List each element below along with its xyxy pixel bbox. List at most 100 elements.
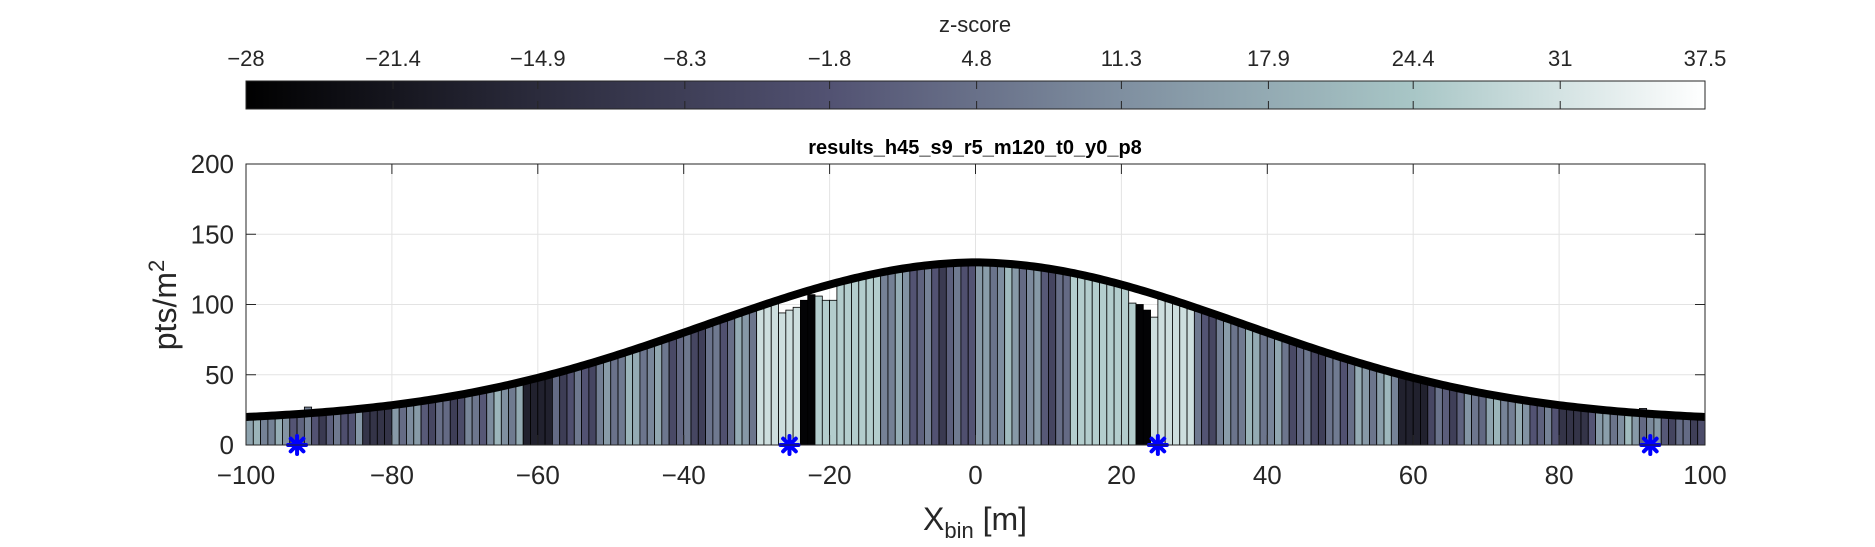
bar [639, 348, 648, 445]
bar [1157, 298, 1166, 445]
bar [522, 382, 531, 445]
bar [931, 266, 940, 445]
bar [1317, 353, 1327, 445]
bar [1602, 412, 1611, 445]
bar [1048, 271, 1057, 445]
bar [1449, 389, 1458, 445]
bar [683, 333, 692, 445]
bar [1551, 407, 1560, 445]
colorbar-tick-label: 24.4 [1392, 46, 1435, 71]
bar [464, 395, 473, 445]
bar [1485, 396, 1494, 445]
y-axis-title: pts/m2 [144, 260, 183, 350]
bar [705, 326, 714, 445]
bar [1077, 277, 1086, 445]
bar [246, 419, 254, 445]
bar [668, 338, 677, 445]
bar [1062, 274, 1071, 445]
bar [938, 266, 947, 445]
bar [632, 351, 641, 445]
bar [267, 418, 276, 445]
bar [1135, 304, 1144, 445]
bar [1697, 419, 1705, 445]
bar [1186, 308, 1195, 445]
bar [756, 308, 765, 445]
y-tick-label: 50 [205, 360, 234, 390]
bar [420, 403, 429, 445]
x-axis-title-unit: [m] [974, 501, 1027, 537]
bar [1617, 414, 1626, 445]
bar [1595, 412, 1604, 445]
bar [1405, 379, 1414, 445]
bar [1040, 270, 1049, 445]
colorbar-tick-label: −14.9 [510, 46, 566, 71]
bar [778, 312, 787, 445]
y-tick-label: 200 [191, 149, 234, 179]
bar [1033, 269, 1042, 445]
bar [843, 282, 852, 445]
x-axis-title-subscript: bin [944, 518, 973, 543]
bar [1230, 323, 1239, 445]
bar [1347, 362, 1356, 445]
bar [325, 414, 334, 445]
bar [1179, 305, 1188, 445]
bar [1121, 288, 1130, 445]
bar [603, 360, 612, 445]
bar [1099, 282, 1108, 445]
x-tick-label: 60 [1399, 460, 1428, 490]
bar [1193, 310, 1203, 445]
bar [1609, 413, 1618, 445]
bar [1237, 326, 1246, 445]
bar [1026, 268, 1035, 445]
bar [435, 400, 444, 445]
bar [573, 369, 582, 445]
bar [858, 278, 867, 445]
bar [1682, 418, 1691, 445]
bar [960, 265, 969, 445]
bar [807, 294, 816, 445]
bar [748, 310, 758, 445]
bar [1361, 367, 1370, 445]
bar [362, 410, 371, 445]
bar [471, 394, 480, 445]
bar [1456, 391, 1465, 445]
colorbar-label: z-score [939, 12, 1011, 37]
bar [1164, 301, 1173, 445]
x-tick-label: −60 [516, 460, 560, 490]
bar [1091, 280, 1100, 445]
bar [1376, 371, 1385, 445]
bar [909, 269, 918, 445]
x-tick-label: 20 [1107, 460, 1136, 490]
bar [427, 401, 437, 445]
colorbar-ticks [245, 81, 1706, 109]
bar [406, 405, 415, 445]
bar [1332, 358, 1341, 445]
bar [398, 406, 407, 445]
bar [727, 318, 736, 445]
bar [355, 411, 364, 445]
bar [442, 399, 451, 445]
bar [479, 392, 488, 445]
bar [1631, 415, 1640, 445]
bar [1223, 320, 1232, 445]
bar [581, 367, 590, 445]
bar [369, 409, 378, 445]
bar [1172, 303, 1181, 445]
bar [1288, 343, 1297, 445]
bar [1215, 318, 1224, 445]
x-tick-label: 100 [1683, 460, 1726, 490]
bar [800, 299, 809, 445]
colorbar-tick-label: 4.8 [961, 46, 992, 71]
bar [508, 386, 517, 445]
colorbar-tick-label: −21.4 [365, 46, 421, 71]
bar [1106, 284, 1115, 445]
bar [712, 323, 721, 445]
bar [1420, 382, 1429, 445]
bar [588, 365, 597, 445]
bar [1434, 386, 1443, 445]
bar [1668, 417, 1677, 445]
bar [697, 328, 706, 445]
bar [1398, 377, 1407, 445]
bar [1208, 315, 1217, 445]
bar [785, 309, 794, 445]
